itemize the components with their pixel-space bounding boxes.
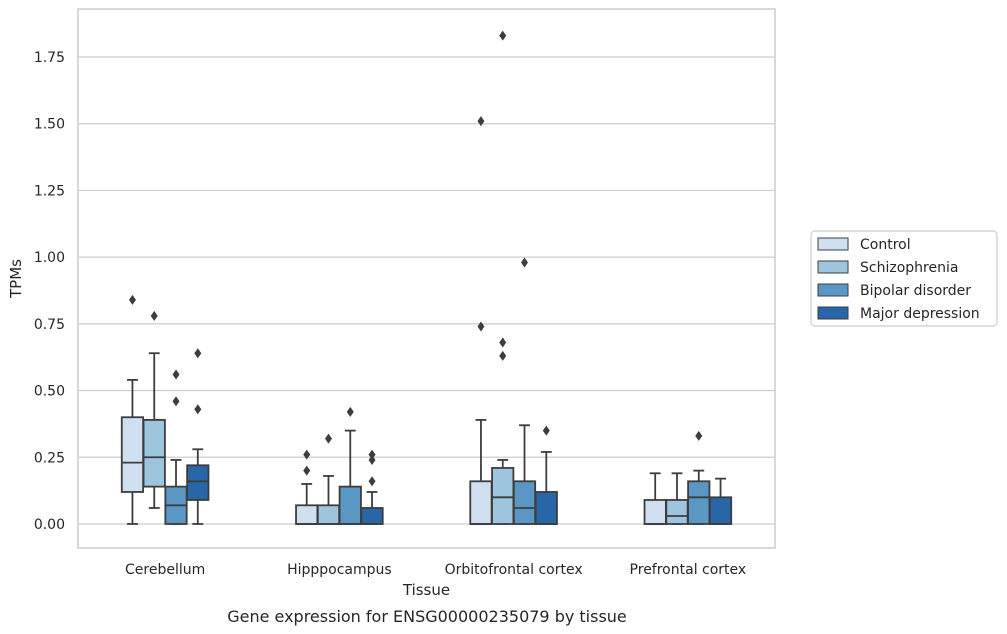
box-iqr — [360, 507, 384, 525]
box-plot-marks — [120, 30, 733, 525]
outlier-point — [172, 396, 180, 407]
box-iqr — [469, 480, 493, 525]
box-control — [469, 116, 493, 525]
x-axis-ticks: Cerebellum Hipppocampus Orbitofrontal cort… — [125, 562, 746, 578]
box-bipolar-disorder — [512, 257, 537, 525]
outlier-point — [324, 433, 332, 444]
legend-swatch — [817, 237, 849, 251]
outlier-point — [194, 404, 202, 415]
box-iqr — [665, 499, 689, 525]
box-iqr — [295, 504, 319, 525]
legend-frame — [810, 230, 998, 327]
outlier-point — [346, 406, 354, 417]
y-tick-label: 1.50 — [34, 117, 65, 133]
x-tick-label: Orbitofrontal cortex — [445, 562, 583, 578]
outlier-point — [194, 348, 202, 359]
legend-swatch — [817, 306, 849, 320]
y-tick-label: 1.75 — [34, 50, 65, 66]
outlier-point — [368, 476, 376, 487]
legend-label: Major depression — [860, 306, 980, 322]
box-schizophrenia — [491, 30, 515, 525]
box-bipolar-disorder — [687, 430, 711, 525]
box-major-depression — [360, 449, 384, 525]
box-iqr — [338, 485, 362, 525]
y-tick-label: 0.75 — [34, 317, 65, 333]
y-tick-label: 0.00 — [34, 517, 65, 533]
y-tick-label: 1.00 — [34, 250, 65, 266]
box-control — [120, 294, 145, 525]
box-control — [295, 449, 319, 525]
outlier-point — [695, 430, 703, 441]
legend: Control Schizophrenia Bipolar disorder Majo… — [810, 230, 998, 327]
box-iqr — [142, 419, 166, 488]
legend-label: Schizophrenia — [860, 260, 958, 276]
box-iqr — [186, 464, 210, 501]
grid-lines — [78, 56, 775, 525]
outlier-point — [521, 257, 529, 268]
box-bipolar-disorder — [338, 406, 362, 525]
outlier-point — [128, 294, 136, 305]
y-tick-label: 0.25 — [34, 450, 65, 466]
outlier-point — [303, 449, 311, 460]
outlier-point — [150, 310, 158, 321]
y-tick-label: 0.50 — [34, 384, 65, 400]
outlier-point — [368, 449, 376, 460]
x-axis-label: Tissue — [402, 581, 450, 599]
legend-label: Control — [860, 237, 911, 253]
outlier-point — [368, 454, 376, 465]
box-major-depression — [186, 348, 210, 525]
plot-area-frame — [77, 8, 776, 549]
outlier-point — [499, 337, 507, 348]
outlier-point — [477, 321, 485, 332]
box-iqr — [120, 416, 145, 493]
outlier-point — [542, 425, 550, 436]
box-schizophrenia — [142, 310, 166, 509]
x-tick-label: Prefrontal cortex — [630, 562, 747, 578]
legend-label: Bipolar disorder — [860, 283, 971, 299]
box-iqr — [708, 496, 733, 525]
box-major-depression — [708, 477, 733, 525]
outlier-point — [499, 350, 507, 361]
box-control — [643, 472, 667, 525]
y-axis-label: TPMs — [7, 259, 25, 299]
box-iqr — [687, 480, 711, 525]
y-tick-label: 1.25 — [34, 183, 65, 199]
outlier-point — [499, 30, 507, 41]
box-iqr — [643, 499, 667, 525]
outlier-point — [477, 116, 485, 127]
outlier-point — [172, 369, 180, 380]
chart-caption: Gene expression for ENSG00000235079 by t… — [227, 607, 627, 626]
x-tick-label: Cerebellum — [125, 562, 205, 578]
x-tick-label: Hipppocampus — [287, 562, 392, 578]
box-iqr — [491, 467, 515, 525]
legend-swatch — [817, 283, 849, 297]
box-iqr — [512, 480, 537, 525]
box-major-depression — [534, 425, 558, 525]
box-bipolar-disorder — [164, 369, 188, 525]
box-iqr — [316, 504, 341, 525]
outlier-point — [303, 465, 311, 476]
y-axis-ticks: 0.00 0.25 0.50 0.75 1.00 1.25 1.50 1.75 — [34, 50, 65, 533]
box-iqr — [534, 491, 558, 525]
box-schizophrenia — [316, 433, 341, 525]
legend-swatch — [817, 260, 849, 274]
box-schizophrenia — [665, 472, 689, 525]
